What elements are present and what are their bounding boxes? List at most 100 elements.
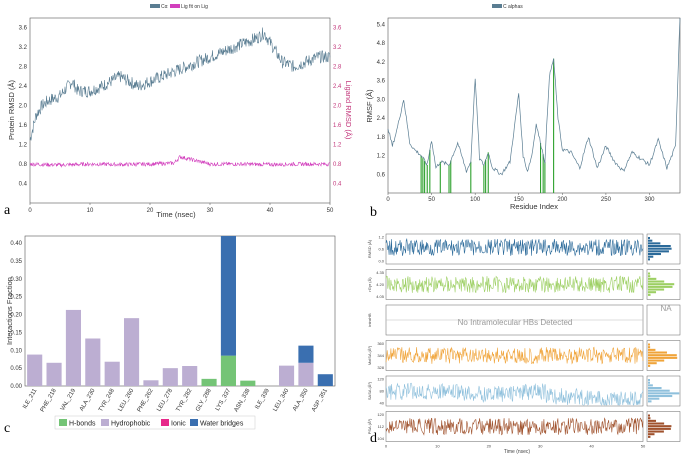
panel-d-subplot-0-hist-bar [648,247,672,250]
bar-leu-260-hydrophobic [124,318,140,386]
panel-d-subplot-3-hist-bar [648,359,665,362]
panel-d-subplot-5-hist-bar [648,422,665,425]
panel-d-subplot-3-ytick: 360 [377,341,384,346]
panel-d-subplot-4-ytick: 40 [380,401,385,406]
panel-b-xlabel: Residue Index [510,202,558,211]
panel-d-subplot-0-hist-bar [648,258,650,261]
panel-c-category-label: ILE_211 [22,387,38,410]
panel-d-subplot-3-label: MolSA (Å²) [367,345,372,365]
panel-d-subplot-4-hist-bar [648,389,670,392]
panel-a-y2label: Ligand RMSD (Å) [344,81,353,140]
panel-d-subplot-0-hist-bar [648,250,669,253]
panel-d-subplot-5-hist-bar [648,414,650,417]
panel-d-subplot-5-ytick: 104 [377,436,384,441]
panel-c-category-label: ALA_230 [79,387,97,412]
panel-d-subplot-3-hist-bar [648,354,677,357]
panel-d-subplot-1-hist-bar [648,272,650,275]
panel-c-frame [24,235,336,387]
panel-d-subplot-3-hist-bar [648,362,657,365]
bar-leu-340-hydrophobic [279,365,295,386]
legend-swatch-waterbridges [190,419,198,426]
panel-c-category-label: VAL_219 [60,387,78,412]
bar-leu-278-hydrophobic [162,368,178,386]
panel-d-subplot-0-series [385,237,644,257]
panel-a-y2tick-label: 1.2 [333,143,342,149]
panel-d-na-label: NA [660,304,672,313]
panel-d-subplot-4-hist-bar [648,379,650,382]
panel-d-subplot-3-hist-bar [648,346,651,349]
panel-c-ytick-label: 0.30 [10,277,22,283]
panel-a-xtick-label: 0 [28,208,32,214]
panel-d-message: No Intramolecular HBs Detected [458,318,573,327]
panel-a-y2tick-label: 2.8 [333,65,342,71]
panel-c-ytick-label: 0.35 [10,259,22,265]
panel-letter-c: c [4,421,10,436]
panel-d-subplot-3-hist-bar [648,351,667,354]
panel-b-rmsf-chart: 0 50 100 150 200 250 300 0.6 1.2 1.8 2.4 3.0 3.6 4.2 4… [365,4,681,220]
panel-c-ylabel: Interactions Fraction [5,277,14,345]
panel-d-subplot-3-ytick: 328 [377,365,384,370]
panel-d-subplot-1-frame [385,269,644,300]
legend-label-hydrophobic: Hydrophobic [111,421,151,428]
panel-d-subplot-4-hist-bar [648,397,660,400]
panel-c-category-label: PHE_218 [40,387,58,413]
panel-a-ytick-label: 3.6 [19,26,28,32]
panel-d-subplot-0-hist-frame [646,233,681,265]
panel-c-category-label: PHE_262 [137,387,155,413]
panel-d-subplot-5-hist-bar [648,430,664,433]
panel-d-subplot-5-ytick: 120 [377,412,384,417]
panel-d-subplot-4-hist-bar [648,392,680,395]
panel-a-y2tick-label: 3.2 [333,45,342,51]
panel-d-subplot-5-label: PSA (Å²) [367,418,372,434]
panel-d-subplot-2-hist-frame [646,304,681,336]
panel-d-subplot-5-frame [385,411,644,442]
panel-d-subplot-5-ytick: 112 [378,424,385,429]
panel-b-xtick-label: 50 [428,197,435,203]
panel-d-subplot-3-frame [385,340,644,371]
panel-d-subplot-0-hist-bar [648,239,653,242]
panel-b-xtick-label: 250 [601,197,612,203]
legend-swatch-ionic [161,419,169,426]
panel-d-subplot-5-series [385,417,644,436]
panel-d-subplot-5-hist-bar [648,417,651,420]
panel-a-xtick-label: 40 [267,208,274,214]
panel-d-subplot-3-series [385,346,644,365]
panel-d-subplot-1-hist-bar [648,285,673,288]
panel-d-subplot-0-ytick: 0.6 [378,247,384,252]
bar-gly-288-h-bonds [201,378,217,386]
panel-b-ytick-label: 4.2 [377,60,386,66]
panel-a-ytick-label: 2.4 [19,84,28,90]
panel-b-ytick-label: 1.8 [377,135,386,141]
panel-d-ligand-properties: RMSD (Å) 1.2 0.6 0.0 rGyr (Å) 4.35 4.20 4.05 int… [367,233,681,455]
panel-d-subplot-1-hist-bar [648,280,665,283]
panel-a-y2tick-label: 0.8 [333,162,342,168]
panel-a-series-lig [29,155,331,168]
bar-phe-262-hydrophobic [143,380,159,386]
panel-d-subplot-3-hist-bar [648,343,650,346]
panel-c-category-label: ASP_351 [311,387,329,413]
panel-d-subplot-5-hist-frame [646,411,681,442]
panel-d-subplot-1-hist-bar [648,288,665,291]
panel-d-subplot-1-hist-frame [646,269,681,300]
panel-d-subplot-4-series [385,382,644,407]
panel-d-subplot-0-hist-bar [648,255,654,258]
panel-d-subplot-1-hist-bar [648,283,675,286]
bar-tyr-248-hydrophobic [104,361,120,386]
panel-d-subplot-0-hist-bar [648,253,661,256]
bar-tyr-282-hydrophobic [182,366,198,386]
panel-d-subplot-0-label: RMSD (Å) [367,239,372,258]
panel-d-subplot-4-hist-bar [648,384,653,387]
panel-d-subplot-3-hist-bar [648,348,656,351]
panel-d-subplot-0-hist-bar [648,245,671,248]
panel-a-ytick-label: 3.2 [19,45,28,51]
panel-d-subplot-4-hist-bar [648,395,673,398]
panel-d-subplot-0-hist-bar [648,237,650,240]
legend-swatch-ca [150,4,160,8]
panel-b-ytick-label: 1.2 [377,154,386,160]
panel-c-category-label: TYR_248 [98,387,116,413]
panel-a-ytick-label: 0.8 [19,162,28,168]
panel-d-subplot-3-hist-bar [648,356,678,359]
legend-label-lig: Lig fit on Lig [181,4,208,10]
panel-a-legend: Cα Lig fit on Lig [150,4,208,10]
